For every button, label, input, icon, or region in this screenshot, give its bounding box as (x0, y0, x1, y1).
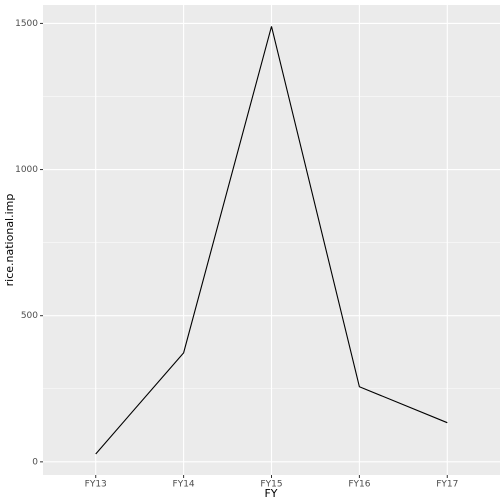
y-tick-label: 1500 (15, 19, 38, 29)
x-tick-label: FY14 (173, 480, 195, 490)
x-tick-label: FY15 (260, 480, 282, 490)
y-axis-label: rice.national.imp (3, 194, 16, 287)
line (95, 26, 448, 455)
x-tick-label: FY16 (348, 480, 370, 490)
x-tick-label: FY13 (85, 480, 107, 490)
y-tick-label: 500 (21, 311, 38, 321)
x-axis-label: FY (264, 487, 277, 500)
x-tick-label: FY17 (436, 480, 458, 490)
y-tick-label: 1000 (15, 165, 38, 175)
y-tick-label: 0 (32, 457, 38, 467)
